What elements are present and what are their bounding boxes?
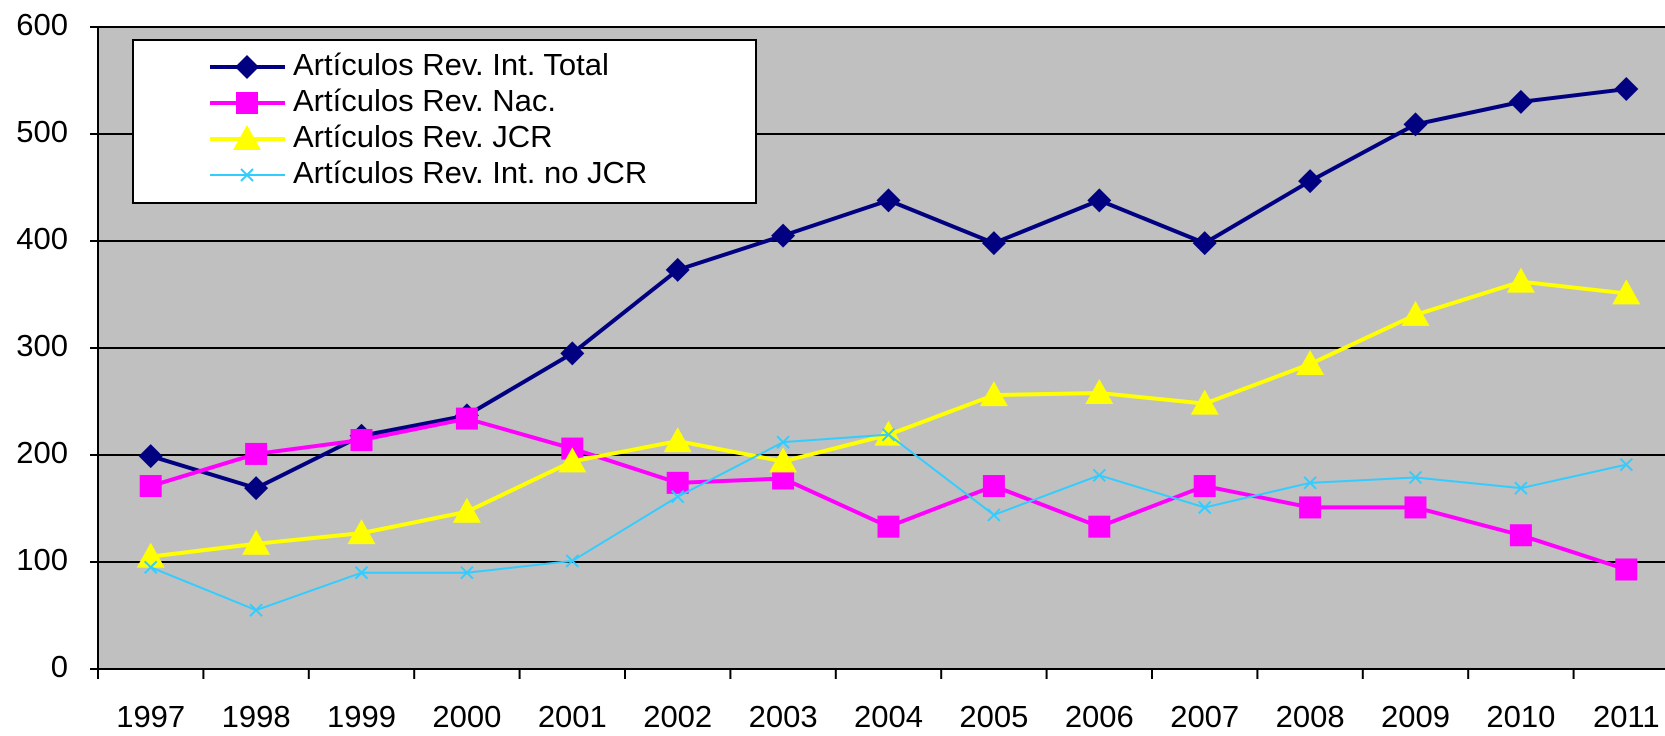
- legend-label: Artículos Rev. Nac.: [293, 83, 556, 118]
- x-tick-label: 2010: [1486, 699, 1555, 734]
- marker: [460, 565, 474, 580]
- series: [139, 407, 1638, 581]
- x-tick-label: 1998: [222, 699, 291, 734]
- marker: [235, 55, 259, 79]
- marker: [1085, 378, 1114, 404]
- marker: [242, 529, 271, 555]
- marker: [876, 188, 901, 213]
- marker: [1408, 470, 1423, 485]
- x-tick-label: 2011: [1593, 699, 1660, 734]
- marker: [139, 475, 162, 498]
- marker: [979, 381, 1008, 407]
- marker: [138, 444, 163, 469]
- marker: [245, 442, 268, 465]
- y-tick-label: 0: [51, 649, 68, 684]
- marker: [1092, 468, 1107, 483]
- marker: [663, 427, 692, 453]
- marker: [354, 565, 369, 580]
- x-tick-label: 1999: [327, 699, 396, 734]
- x-tick-label: 2004: [854, 699, 923, 734]
- x-tick-label: 2002: [643, 699, 712, 734]
- marker: [1298, 169, 1323, 194]
- legend-label: Artículos Rev. JCR: [293, 119, 553, 154]
- marker: [560, 341, 585, 366]
- marker: [1612, 279, 1641, 305]
- x-tick-label: 2007: [1170, 699, 1239, 734]
- marker: [1619, 457, 1634, 472]
- marker: [1614, 77, 1639, 102]
- marker: [666, 471, 689, 494]
- marker: [558, 447, 587, 473]
- marker: [1509, 524, 1532, 547]
- marker: [249, 603, 263, 617]
- marker: [1193, 475, 1216, 498]
- marker: [670, 490, 685, 504]
- marker: [776, 435, 790, 449]
- marker: [877, 515, 900, 538]
- marker: [347, 519, 376, 545]
- marker: [240, 168, 254, 182]
- marker: [1299, 496, 1322, 519]
- x-tick-label: 2000: [432, 699, 501, 734]
- marker: [981, 231, 1006, 256]
- marker: [452, 497, 481, 523]
- x-tick-label: 2006: [1065, 699, 1134, 734]
- marker: [565, 554, 580, 568]
- y-tick-label: 200: [16, 435, 68, 470]
- marker: [1190, 389, 1219, 415]
- y-tick-label: 400: [16, 221, 68, 256]
- marker: [771, 223, 796, 248]
- x-tick-label: 2005: [959, 699, 1028, 734]
- legend-label: Artículos Rev. Int. no JCR: [293, 155, 647, 190]
- marker: [143, 560, 158, 575]
- marker: [769, 447, 798, 473]
- marker: [1401, 300, 1430, 326]
- x-tick-label: 2009: [1381, 699, 1450, 734]
- marker: [1192, 231, 1217, 256]
- marker: [772, 467, 795, 490]
- marker: [982, 475, 1005, 498]
- marker: [244, 476, 269, 501]
- marker: [1296, 350, 1325, 376]
- y-tick-label: 500: [16, 114, 68, 149]
- x-tick-label: 2003: [749, 699, 818, 734]
- marker: [350, 429, 373, 452]
- marker: [1303, 476, 1317, 490]
- marker: [455, 407, 478, 430]
- marker: [1506, 267, 1535, 293]
- legend-label: Artículos Rev. Int. Total: [293, 47, 609, 82]
- marker: [1403, 112, 1428, 137]
- marker: [1404, 496, 1427, 519]
- marker: [1197, 500, 1212, 515]
- marker: [236, 92, 258, 114]
- marker: [136, 542, 165, 568]
- marker: [881, 427, 896, 442]
- marker: [1088, 515, 1111, 538]
- y-tick-label: 300: [16, 328, 68, 363]
- marker: [665, 257, 690, 282]
- x-tick-label: 2001: [538, 699, 607, 734]
- x-tick-label: 2008: [1276, 699, 1345, 734]
- y-tick-label: 600: [16, 7, 68, 42]
- marker: [1508, 89, 1533, 114]
- marker: [1615, 558, 1638, 581]
- series: [143, 427, 1634, 617]
- y-tick-label: 100: [16, 542, 68, 577]
- marker: [987, 508, 1001, 522]
- marker: [1514, 481, 1528, 495]
- marker: [1087, 188, 1112, 213]
- x-tick-label: 1997: [116, 699, 185, 734]
- marker: [233, 125, 261, 150]
